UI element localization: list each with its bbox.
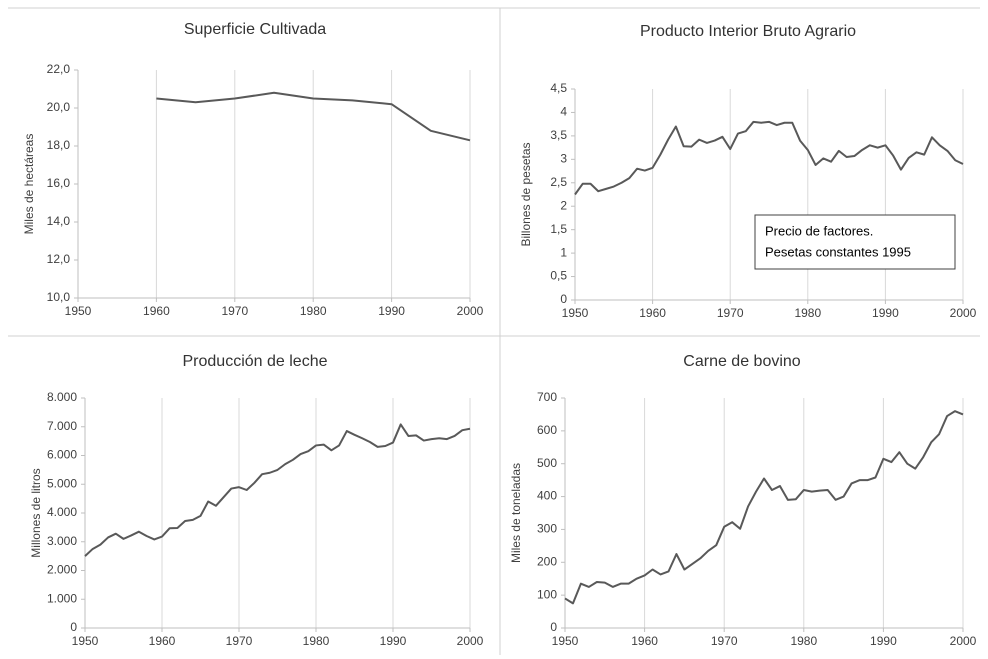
y-tick-label: 16,0 (47, 176, 71, 190)
y-tick-label: 5.000 (47, 476, 77, 490)
y-tick-label: 0,5 (550, 269, 567, 283)
y-tick-label: 7.000 (47, 419, 77, 433)
x-tick-label: 1950 (552, 634, 579, 648)
x-tick-label: 1950 (65, 304, 92, 318)
y-axis-label: Miles de toneladas (509, 463, 523, 563)
x-tick-label: 2000 (457, 634, 484, 648)
x-tick-label: 1960 (143, 304, 170, 318)
y-tick-label: 6.000 (47, 448, 77, 462)
x-tick-label: 1960 (639, 306, 666, 320)
x-tick-label: 1950 (562, 306, 589, 320)
y-tick-label: 14,0 (47, 214, 71, 228)
x-tick-label: 1970 (711, 634, 738, 648)
x-tick-label: 1970 (226, 634, 253, 648)
y-tick-label: 700 (537, 390, 557, 404)
annotation-text: Pesetas constantes 1995 (765, 244, 911, 259)
x-tick-label: 1960 (149, 634, 176, 648)
x-tick-label: 1990 (378, 304, 405, 318)
x-tick-label: 1990 (870, 634, 897, 648)
x-tick-label: 1980 (794, 306, 821, 320)
y-tick-label: 600 (537, 423, 557, 437)
y-tick-label: 4.000 (47, 505, 77, 519)
data-line (84, 423, 471, 557)
x-tick-label: 1970 (717, 306, 744, 320)
y-tick-label: 500 (537, 456, 557, 470)
y-tick-label: 3 (560, 152, 567, 166)
y-tick-label: 1.000 (47, 591, 77, 605)
data-line (156, 91, 471, 142)
y-tick-label: 1,5 (550, 222, 567, 236)
x-tick-label: 1980 (303, 634, 330, 648)
y-tick-label: 400 (537, 489, 557, 503)
y-tick-label: 1 (560, 245, 567, 259)
annotation-box (754, 214, 956, 270)
y-axis-label: Billones de pesetas (519, 142, 533, 246)
chart-title: Producción de leche (183, 353, 328, 370)
y-tick-label: 22,0 (47, 62, 71, 76)
x-tick-label: 2000 (950, 306, 977, 320)
y-tick-label: 0 (560, 292, 567, 306)
y-tick-label: 18,0 (47, 138, 71, 152)
y-tick-label: 12,0 (47, 252, 71, 266)
y-tick-label: 2.000 (47, 563, 77, 577)
data-line (574, 120, 964, 196)
chart-title: Superficie Cultivada (184, 21, 326, 38)
x-tick-label: 1970 (221, 304, 248, 318)
y-tick-label: 0 (550, 620, 557, 634)
data-line (564, 410, 964, 605)
x-tick-label: 1980 (790, 634, 817, 648)
y-tick-label: 0 (70, 620, 77, 634)
y-tick-label: 4 (560, 105, 567, 119)
annotation-text: Precio de factores. (765, 223, 873, 238)
x-tick-label: 2000 (457, 304, 484, 318)
x-tick-label: 1980 (300, 304, 327, 318)
y-axis-label: Millones de litros (29, 468, 43, 557)
y-tick-label: 8.000 (47, 390, 77, 404)
y-tick-label: 3.000 (47, 534, 77, 548)
y-tick-label: 300 (537, 522, 557, 536)
x-tick-label: 2000 (950, 634, 977, 648)
chart-title: Producto Interior Bruto Agrario (640, 23, 856, 40)
x-tick-label: 1990 (380, 634, 407, 648)
y-tick-label: 3,5 (550, 128, 567, 142)
y-tick-label: 10,0 (47, 290, 71, 304)
x-tick-label: 1950 (72, 634, 99, 648)
y-axis-label: Miles de hectáreas (22, 134, 36, 235)
y-tick-label: 200 (537, 554, 557, 568)
x-tick-label: 1990 (872, 306, 899, 320)
y-tick-label: 4,5 (550, 81, 567, 95)
chart-title: Carne de bovino (683, 353, 801, 370)
y-tick-label: 20,0 (47, 100, 71, 114)
x-tick-label: 1960 (631, 634, 658, 648)
y-tick-label: 2 (560, 198, 567, 212)
y-tick-label: 100 (537, 587, 557, 601)
y-tick-label: 2,5 (550, 175, 567, 189)
